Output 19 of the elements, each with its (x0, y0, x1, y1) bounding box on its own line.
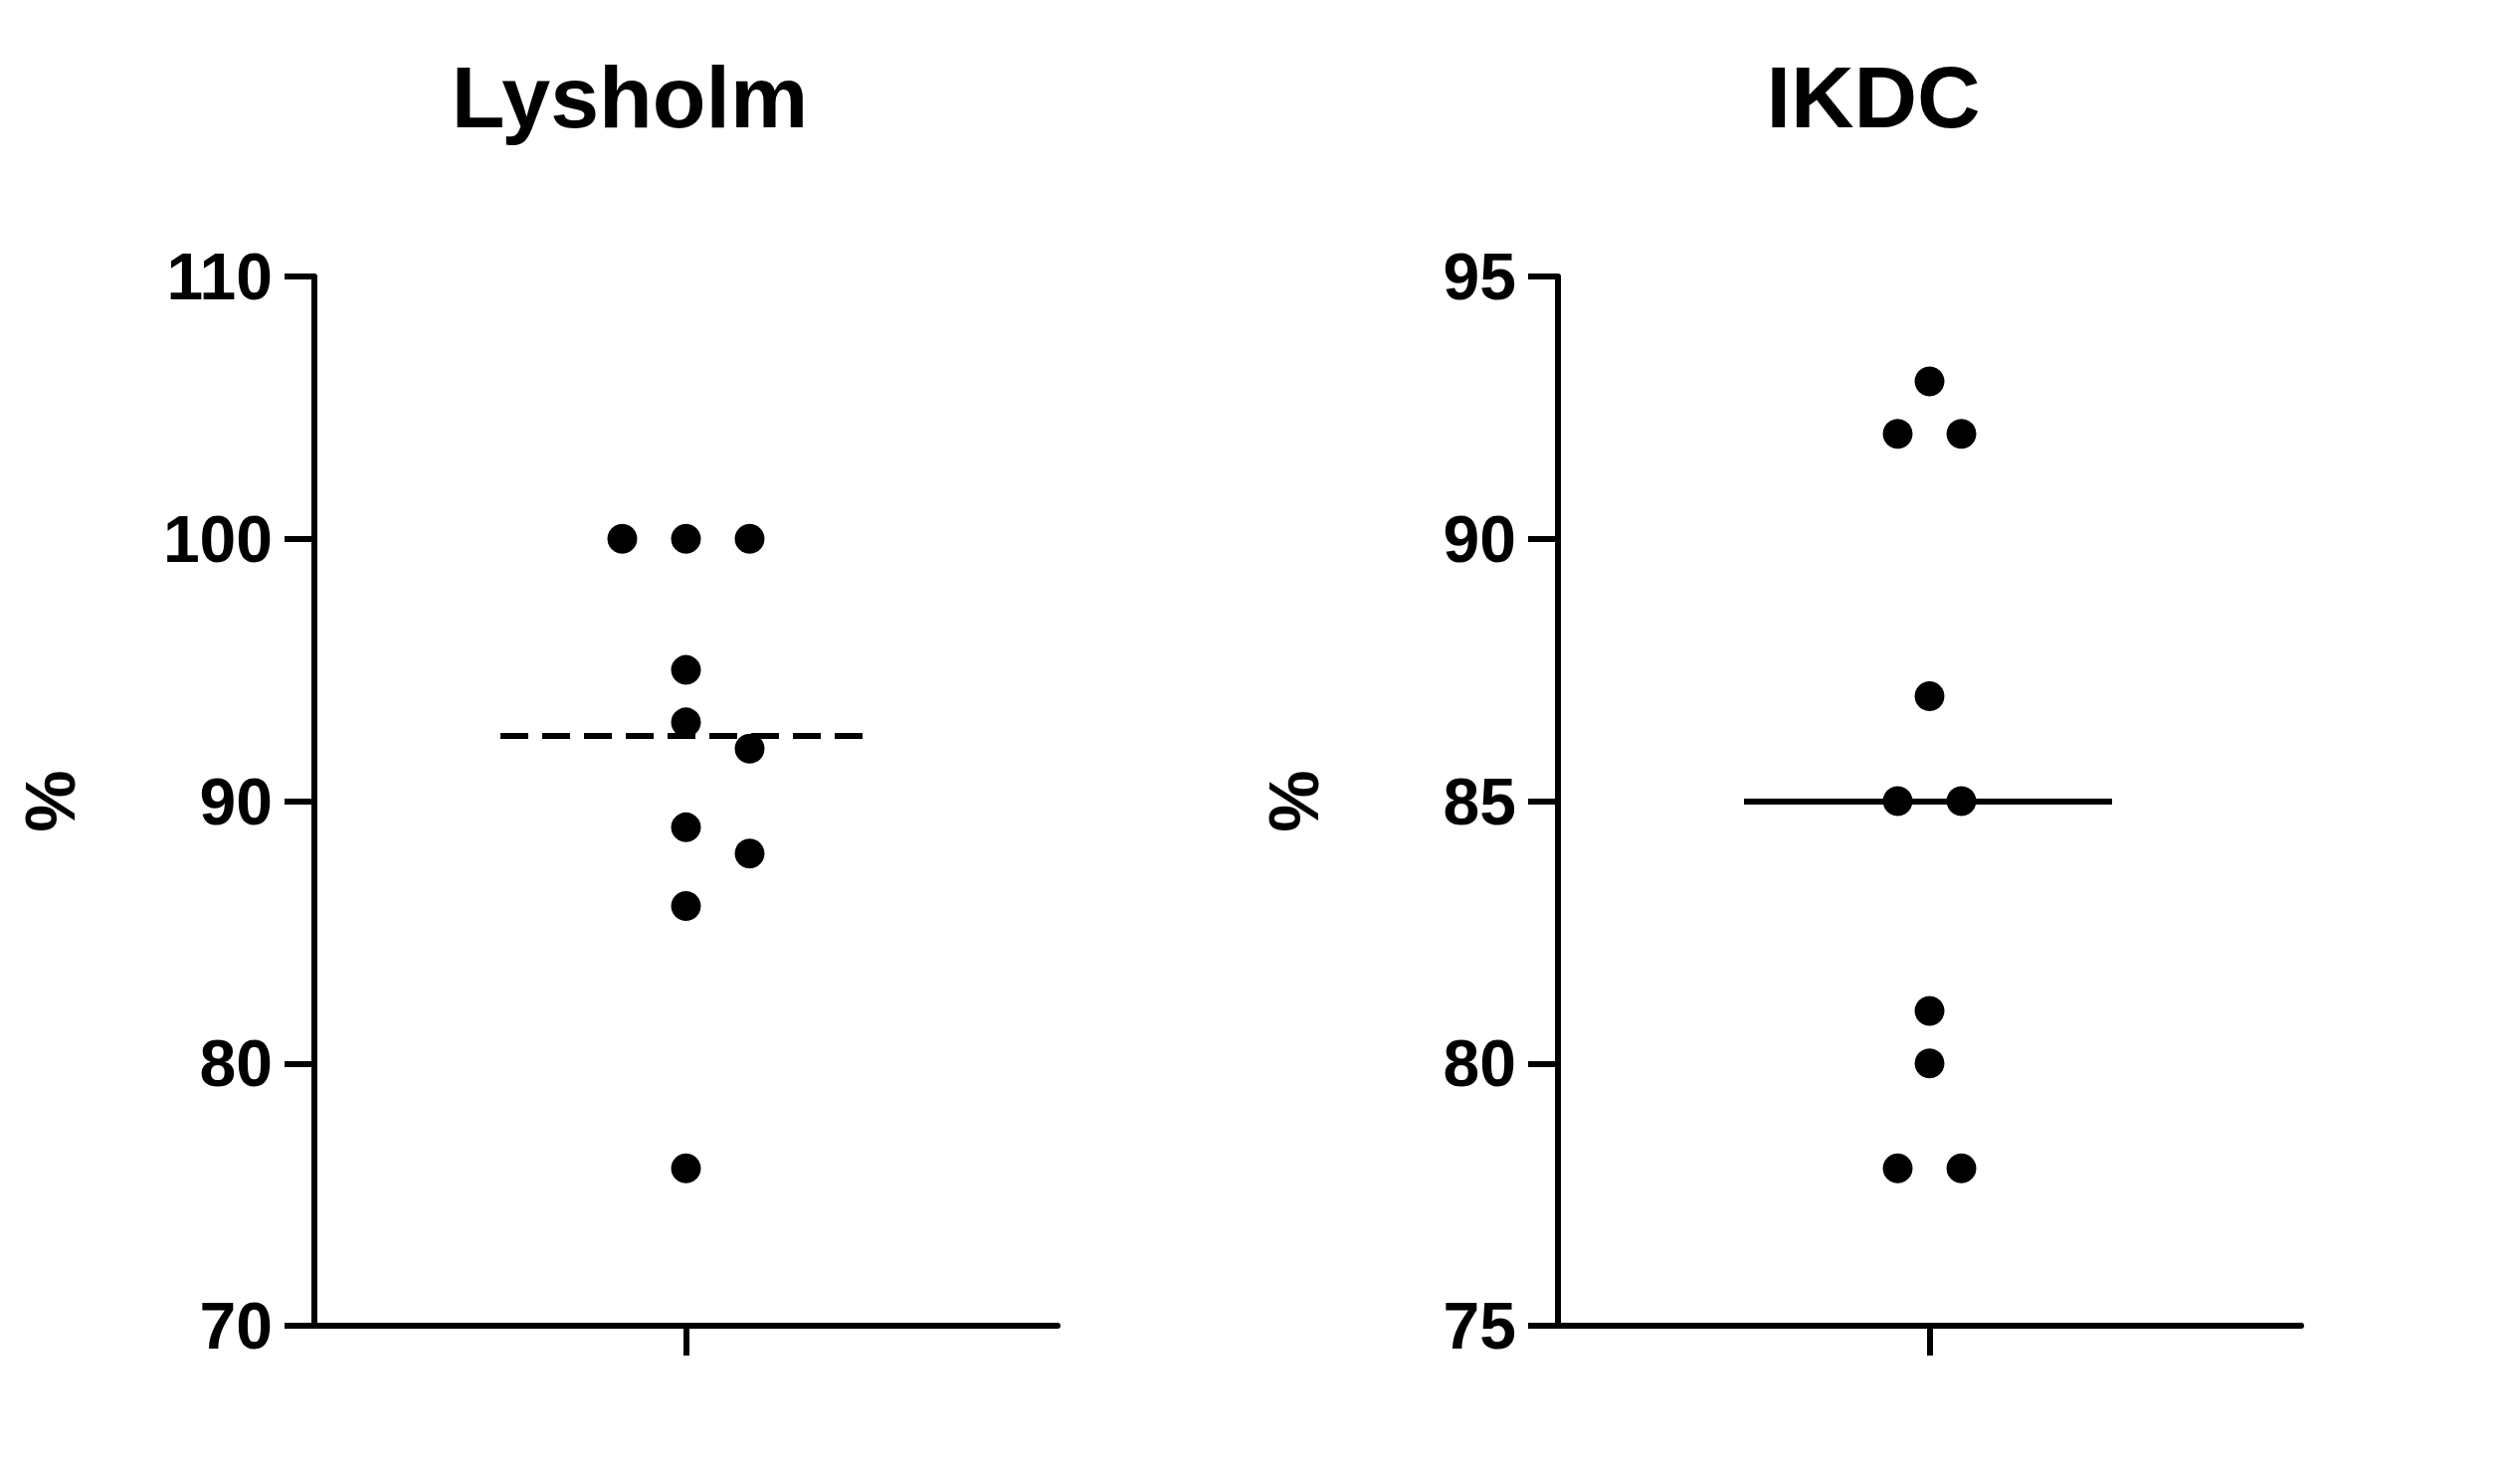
point (671, 654, 701, 685)
y-tick-label: 90 (1443, 501, 1516, 576)
point (671, 812, 701, 842)
y-tick-label: 85 (1443, 764, 1516, 838)
point (671, 1153, 701, 1184)
y-tick-label: 80 (199, 1026, 273, 1101)
y-axis-title: % (12, 770, 90, 832)
y-tick-label: 100 (162, 501, 273, 576)
point (671, 891, 701, 921)
y-tick-label: 95 (1443, 240, 1516, 313)
y-tick-label: 110 (166, 240, 273, 313)
point (671, 523, 701, 554)
chart-title: IKDC (1766, 47, 1981, 146)
y-tick-label: 70 (199, 1289, 273, 1363)
y-tick-label: 90 (199, 764, 273, 838)
chart-title: Lysholm (451, 47, 809, 146)
y-tick-label: 75 (1443, 1289, 1516, 1363)
y-axis-title: % (1256, 770, 1333, 832)
y-tick-label: 80 (1443, 1026, 1516, 1101)
